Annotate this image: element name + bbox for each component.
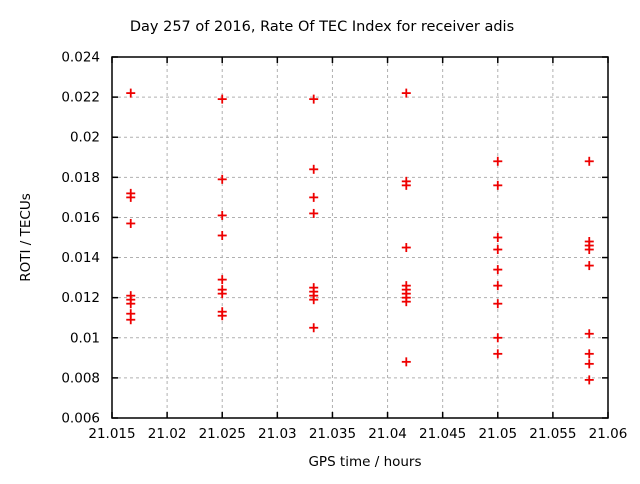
y-tick-label: 0.008 [61, 370, 100, 386]
y-tick-labels: 0.006 0.008 0.01 0.012 0.014 0.016 0.018 0.02 0.… [61, 50, 100, 427]
y-tick-label: 0.024 [61, 50, 100, 66]
data-point [584, 329, 594, 339]
data-point [401, 88, 411, 98]
x-tick-labels: 21.015 21.02 21.025 21.03 21.035 21.04 21.045 2… [88, 426, 627, 442]
data-point [309, 208, 319, 218]
plot-border [111, 56, 609, 419]
data-point [493, 299, 503, 309]
data-point [309, 164, 319, 174]
data-point [126, 315, 136, 325]
data-point [493, 349, 503, 359]
data-point [309, 323, 319, 333]
data-point [401, 180, 411, 190]
x-axis-label: GPS time / hours [308, 454, 421, 470]
data-point [126, 192, 136, 202]
x-tick-label: 21.04 [368, 426, 407, 442]
data-point [584, 156, 594, 166]
y-tick-label: 0.01 [70, 330, 100, 346]
data-point [584, 375, 594, 385]
data-point [217, 275, 227, 285]
data-point [584, 261, 594, 271]
gridlines [112, 57, 608, 418]
data-point [126, 218, 136, 228]
data-point [309, 295, 319, 305]
y-tick-label: 0.022 [61, 90, 100, 106]
data-point [493, 233, 503, 242]
y-tick-label: 0.012 [61, 290, 100, 306]
data-point [126, 88, 136, 98]
data-point [217, 230, 227, 240]
data-point [126, 299, 136, 309]
x-tick-label: 21.03 [258, 426, 297, 442]
data-point [217, 311, 227, 321]
data-point [401, 297, 411, 307]
data-point [493, 245, 503, 255]
y-tick-label: 0.014 [61, 250, 100, 266]
data-point [493, 265, 503, 275]
x-tick-label: 21.035 [309, 426, 356, 442]
data-point [309, 192, 319, 202]
y-axis-label: ROTI / TECUs [18, 193, 34, 281]
data-points [126, 88, 594, 385]
x-tick-label: 21.05 [478, 426, 517, 442]
x-tick-label: 21.055 [529, 426, 576, 442]
data-point [493, 333, 503, 343]
chart-title: Day 257 of 2016, Rate Of TEC Index for r… [130, 19, 514, 35]
data-point [217, 94, 227, 104]
x-tick-label: 21.02 [148, 426, 187, 442]
data-point [309, 94, 319, 104]
x-tick-label: 21.025 [199, 426, 246, 442]
y-tick-label: 0.016 [61, 210, 100, 226]
data-point [217, 210, 227, 220]
x-tick-label: 21.045 [419, 426, 466, 442]
data-point [584, 245, 594, 255]
data-point [584, 359, 594, 369]
x-tick-label: 21.015 [88, 426, 135, 442]
data-point [217, 174, 227, 184]
data-point [217, 289, 227, 299]
data-point [493, 156, 503, 166]
y-tick-label: 0.006 [61, 411, 100, 427]
data-point [584, 349, 594, 359]
y-tick-label: 0.02 [70, 130, 100, 146]
data-point [401, 243, 411, 253]
x-tick-label: 21.06 [589, 426, 628, 442]
data-point [493, 281, 503, 291]
axis-ticks [111, 56, 609, 419]
data-point [401, 357, 411, 367]
data-point [493, 180, 503, 190]
y-tick-label: 0.018 [61, 170, 100, 186]
